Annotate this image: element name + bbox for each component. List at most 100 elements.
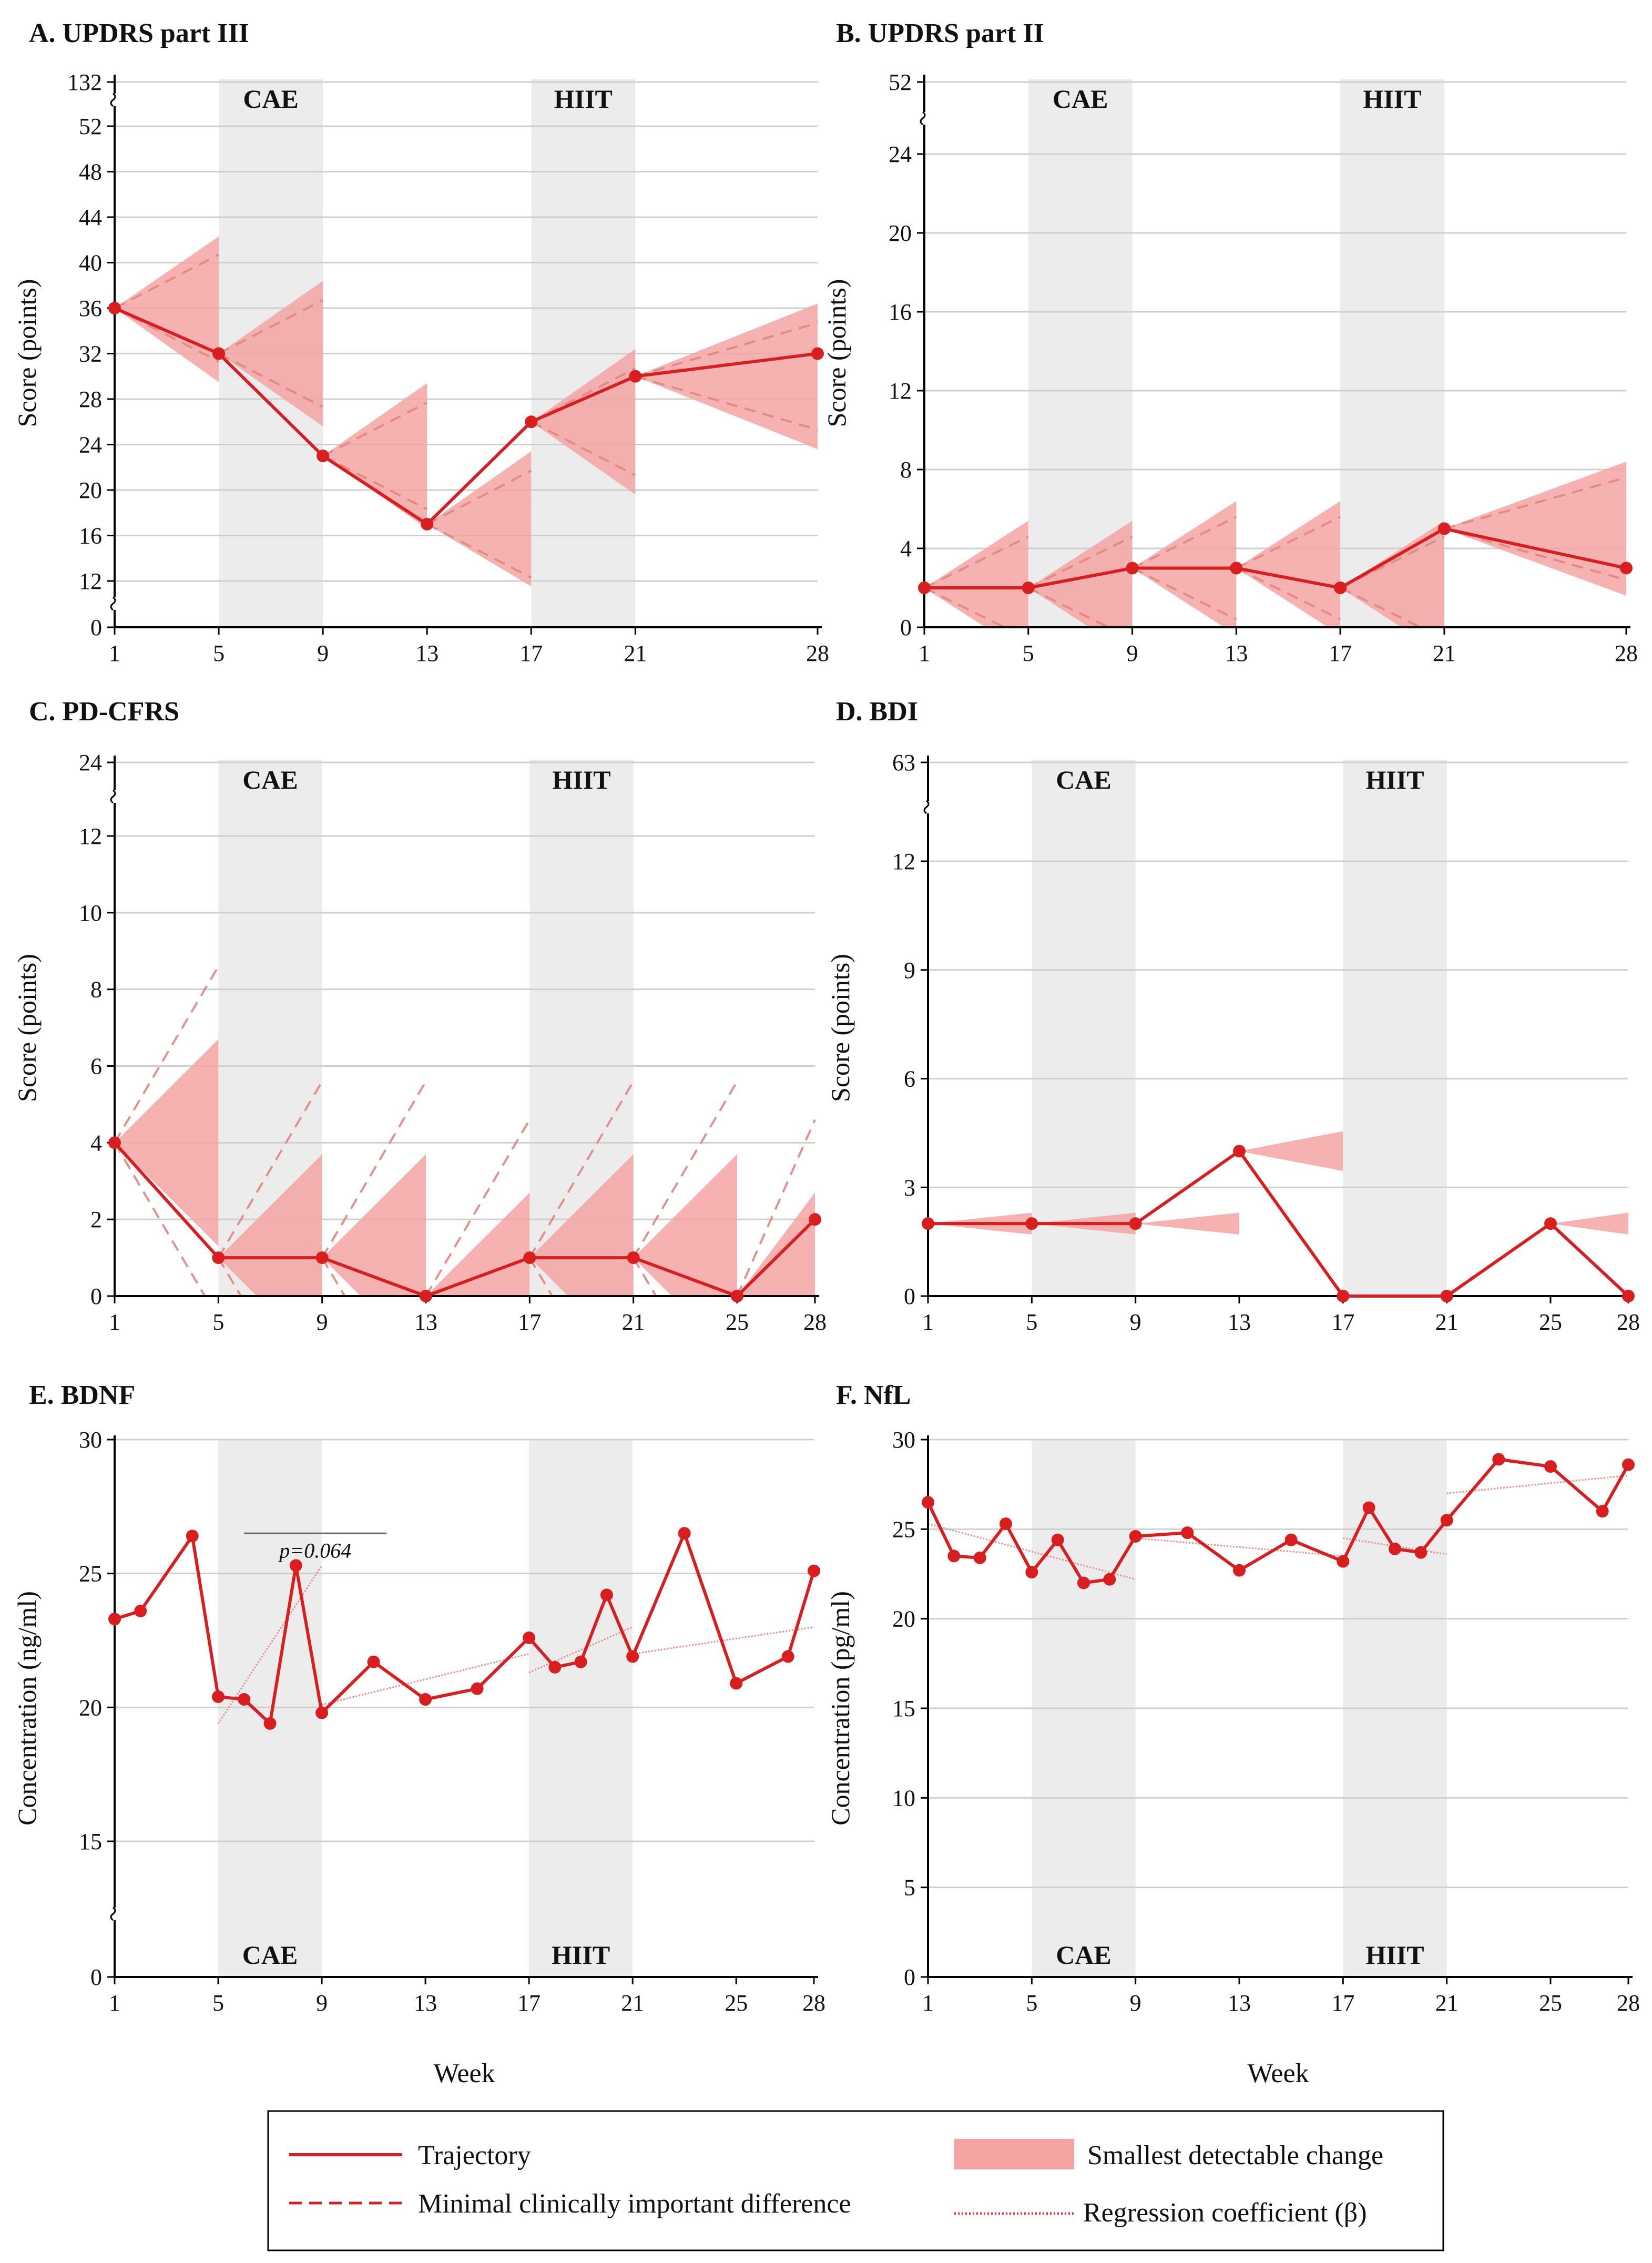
panel-d-data-point-4 [1337,1290,1350,1302]
panel-b-data-point-3 [1230,562,1243,575]
panel-e-data-point-6 [289,1559,302,1572]
panel-f-title: F. NfL [836,1380,911,1410]
panel-f-data-point-10 [1233,1564,1246,1577]
panel-d-band-cae [1032,760,1136,1296]
panel-f-x-tick-label-4: 17 [1331,1990,1354,2016]
panel-e-regression-line-1 [321,1653,529,1706]
panel-c-band-label-hiit: HIIT [552,765,610,794]
panel-a-mcid-line-5-lo [635,375,818,431]
panel-b-data-point-5 [1437,522,1451,535]
panel-d-data-point-3 [1233,1145,1246,1158]
panel-c-sdc-wedge-0 [115,1039,219,1247]
panel-f-data-point-3 [1000,1517,1012,1531]
panel-e-y-tick-label-3: 25 [79,1561,102,1587]
panel-f-x-tick-label-3: 13 [1228,1990,1251,2016]
panel-b-plot: CAE HIIT 0 4 8 12 16 20 24 52 1 5 9 13 17 21 28 Score (po… [822,69,1638,666]
panel-c-data-point-2 [315,1251,329,1265]
panel-a-x-tick-label-5: 21 [624,640,647,666]
panel-c-mcid-line-0-hi [115,965,220,1144]
panel-a-data-point-4 [525,415,538,429]
panel-e-x-tick-label-2: 9 [316,1990,328,2016]
panel-c-data-point-7 [809,1213,821,1226]
panel-a-x-tick-label-0: 1 [109,640,120,666]
panel-f-data-point-17 [1492,1453,1505,1466]
panel-f-regression-line-0 [928,1523,1136,1581]
panel-f-x-tick-label-5: 21 [1435,1990,1459,2016]
panel-a-axis-break [110,596,116,611]
panel-a-y-tick-label-6: 32 [79,341,102,367]
panel-b-sdc-wedge-3 [1236,501,1341,627]
panel-c-mcid-line-0-lo [115,1142,206,1296]
panel-f-data-point-8 [1129,1530,1142,1543]
panel-d-band-hiit [1343,760,1447,1296]
panel-e-axis-break [110,1907,116,1921]
panel-f-y-tick-label-1: 5 [904,1875,915,1901]
panel-b-mcid-line-1-lo [1027,587,1111,627]
panel-d-y-tick-label-5: 63 [892,750,915,776]
panel-c-mcid-line-4-hi [528,1080,635,1259]
panel-f-data-point-5 [1051,1533,1064,1546]
panel-b-y-tick-label-3: 12 [889,378,912,404]
panel-f-data-point-2 [973,1551,986,1564]
panel-e-y-axis-label: Concentration (ng/ml) [12,1591,42,1826]
panel-a-y-tick-label-7: 36 [79,295,102,321]
panel-e-data-point-15 [626,1650,639,1663]
panel-a-marks [115,236,818,587]
panel-f-data-point-13 [1362,1501,1375,1514]
panel-a-data-point-0 [108,302,121,314]
legend-frame [267,2110,1444,2251]
panel-a-y-tick-label-11: 52 [79,114,102,139]
panel-f-regression-line-3 [1446,1474,1629,1494]
panel-c-y-tick-label-5: 10 [79,900,102,926]
panel-e-data-point-17 [730,1677,743,1690]
panel-e-data-point-4 [238,1693,251,1706]
panel-e-band-label-cae: CAE [242,1940,298,1970]
panel-e-data-point-5 [263,1717,277,1730]
panel-a-y-tick-label-9: 44 [79,205,102,230]
panel-f-data-point-6 [1077,1576,1090,1589]
panel-c-marks [115,965,816,1296]
panel-a-updrs-iii: A. UPDRS part III CAE HIIT 0 12 16 20 24 28 32 36… [12,18,829,666]
panel-a-sdc-wedge-0 [115,236,219,382]
panel-d-y-axis-label: Score (points) [825,954,855,1102]
legend-trajectory-label: Trajectory [418,2140,531,2170]
panel-f-x-axis-label: Week [1247,2058,1309,2088]
panel-b-sdc-wedge-2 [1132,501,1237,627]
panel-f-data-point-11 [1284,1533,1298,1546]
panel-d-x-tick-label-6: 25 [1539,1309,1562,1335]
panel-a-sdc-wedge-4 [531,349,636,495]
panel-f-data-point-0 [922,1496,934,1509]
panel-c-data-point-6 [731,1290,743,1302]
panel-f-data-point-1 [947,1550,961,1563]
panel-f-regression-line-1 [1135,1537,1343,1557]
panel-a-sdc-wedge-3 [427,451,532,587]
panel-b-y-axis-label: Score (points) [822,279,851,427]
panel-d-data-point-2 [1129,1217,1142,1230]
panel-c-data-point-3 [420,1290,432,1302]
panel-f-data-point-14 [1389,1542,1401,1555]
panel-b-x-tick-label-1: 5 [1023,640,1034,666]
panel-d-sdc-wedge-2 [1135,1212,1239,1235]
panel-e-data-point-8 [367,1655,380,1668]
panel-e-data-point-7 [315,1706,329,1719]
panel-d-y-tick-label-1: 3 [904,1175,915,1200]
panel-d-x-tick-label-1: 5 [1026,1309,1037,1335]
panel-f-y-tick-label-5: 25 [892,1516,915,1542]
panel-c-x-tick-label-0: 1 [109,1309,120,1335]
panel-c-mcid-line-1-hi [217,1080,323,1259]
panel-d-data-point-5 [1440,1290,1453,1302]
panel-d-band-label-hiit: HIIT [1365,765,1424,794]
panel-c-y-tick-label-3: 6 [90,1054,102,1079]
panel-c-title: C. PD-CFRS [29,697,179,727]
panel-b-axis-break [920,111,926,126]
panel-c-x-tick-label-6: 25 [726,1309,749,1335]
panel-a-sdc-wedge-2 [323,383,427,529]
panel-f-data-point-12 [1337,1555,1350,1568]
panel-a-mcid-line-1-hi [218,299,324,355]
panel-a-x-tick-label-1: 5 [213,640,225,666]
panel-c-sdc-wedge-2 [322,1154,426,1296]
panel-d-band-label-cae: CAE [1056,765,1111,794]
